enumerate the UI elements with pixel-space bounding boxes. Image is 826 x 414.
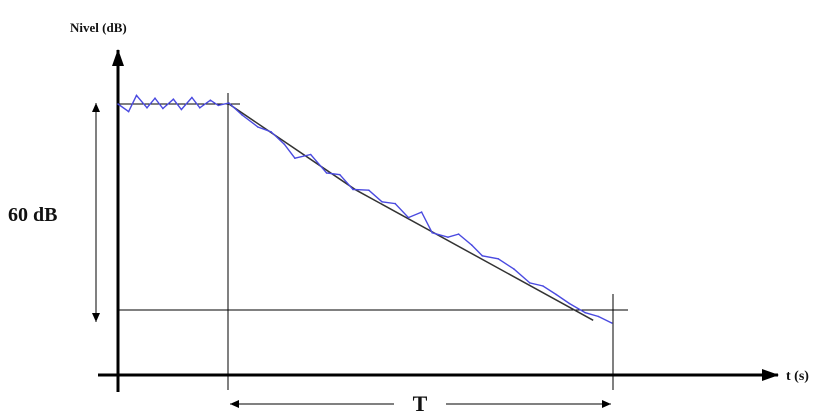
data-point-39 xyxy=(597,315,600,318)
data-point-16 xyxy=(283,143,286,145)
data-point-10 xyxy=(209,99,212,101)
data-point-7 xyxy=(180,108,183,111)
data-point-29 xyxy=(457,233,460,235)
data-point-19 xyxy=(325,172,328,174)
data-point-1 xyxy=(127,110,130,113)
data-point-30 xyxy=(471,244,473,246)
data-point-12 xyxy=(228,102,230,104)
data-point-33 xyxy=(513,268,515,270)
data-point-4 xyxy=(154,97,156,99)
data-point-6 xyxy=(172,98,175,100)
decay-time-label: T xyxy=(413,391,428,414)
data-point-35 xyxy=(542,285,544,287)
data-point-32 xyxy=(497,258,500,260)
data-point-17 xyxy=(294,157,296,159)
level-span-label: 60 dB xyxy=(8,204,57,226)
series-regression-line xyxy=(228,103,594,321)
data-point-34 xyxy=(529,282,531,284)
data-point-20 xyxy=(339,173,341,176)
data-point-11 xyxy=(217,104,220,107)
data-point-37 xyxy=(568,302,571,305)
series-measured-decay xyxy=(117,94,613,324)
data-point-31 xyxy=(481,255,484,257)
data-point-22 xyxy=(368,189,370,191)
data-point-3 xyxy=(146,107,148,109)
x-axis-label: t (s) xyxy=(786,369,809,384)
data-point-18 xyxy=(309,153,312,156)
data-point-25 xyxy=(407,216,410,219)
data-point-15 xyxy=(270,131,272,133)
measured-points-group xyxy=(117,94,613,324)
data-point-5 xyxy=(162,107,164,110)
data-point-23 xyxy=(381,201,383,203)
data-point-38 xyxy=(584,311,587,314)
data-point-14 xyxy=(257,126,259,128)
data-point-40 xyxy=(610,322,613,324)
data-point-8 xyxy=(191,96,193,99)
data-point-36 xyxy=(555,293,557,296)
data-point-13 xyxy=(241,114,243,116)
data-point-27 xyxy=(431,232,434,234)
data-point-0 xyxy=(117,103,119,105)
data-point-21 xyxy=(352,188,354,191)
data-point-9 xyxy=(199,107,201,109)
data-point-2 xyxy=(135,94,138,97)
y-axis-label: Nivel (dB) xyxy=(70,20,127,35)
data-point-26 xyxy=(420,211,423,213)
data-point-28 xyxy=(447,236,449,238)
data-point-24 xyxy=(394,202,397,205)
